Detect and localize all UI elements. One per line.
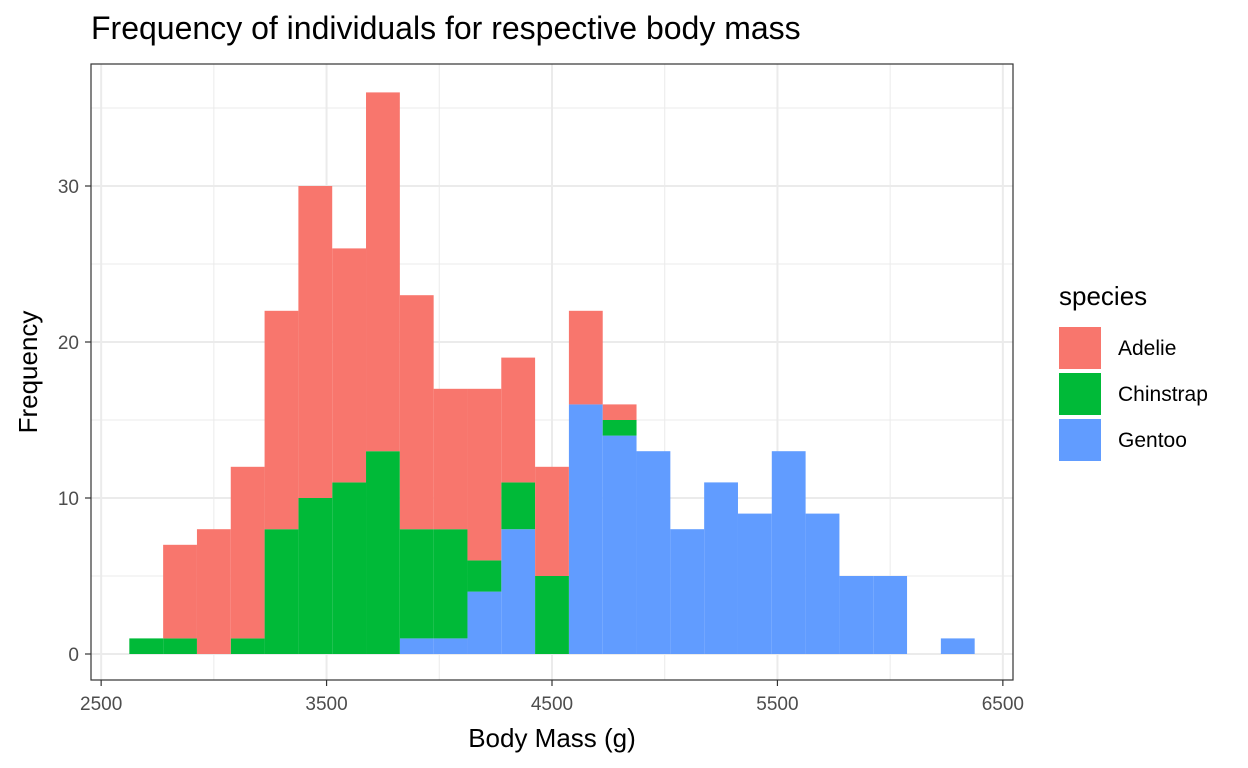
legend: species Adelie Chinstrap Gentoo xyxy=(1059,281,1208,461)
bar-chinstrap xyxy=(602,420,637,436)
bar-adelie xyxy=(399,295,434,530)
legend-label-adelie: Adelie xyxy=(1118,337,1176,360)
x-tick-label: 4500 xyxy=(531,694,573,715)
bar-chinstrap xyxy=(163,638,197,654)
bar-gentoo xyxy=(568,404,603,654)
bar-chinstrap xyxy=(366,451,400,654)
chart-title: Frequency of individuals for respective … xyxy=(91,10,801,46)
bar-adelie xyxy=(602,404,637,420)
bar-chinstrap xyxy=(433,529,468,639)
bar-adelie xyxy=(433,388,468,530)
legend-swatch-gentoo xyxy=(1059,419,1101,461)
bar-adelie xyxy=(568,310,603,405)
bar-adelie xyxy=(332,248,367,483)
bar-layer xyxy=(129,92,975,654)
bar-chinstrap xyxy=(298,498,333,654)
x-axis: 2500 3500 4500 5500 6500 xyxy=(80,680,1024,715)
bar-adelie xyxy=(501,357,536,483)
y-axis: 0 10 20 30 xyxy=(58,177,91,666)
legend-label-gentoo: Gentoo xyxy=(1118,429,1187,452)
bar-adelie xyxy=(366,92,400,452)
bar-chinstrap xyxy=(501,482,536,530)
bar-gentoo xyxy=(940,638,975,654)
x-tick-label: 3500 xyxy=(305,694,347,715)
bar-gentoo xyxy=(399,638,434,654)
x-tick-label: 5500 xyxy=(756,694,798,715)
bar-adelie xyxy=(298,186,333,498)
bar-adelie xyxy=(535,466,569,576)
y-axis-title: Frequency xyxy=(13,311,43,434)
bar-gentoo xyxy=(771,451,806,654)
bar-chinstrap xyxy=(399,529,434,639)
bar-adelie xyxy=(264,310,299,530)
bar-chinstrap xyxy=(129,638,164,654)
bar-chinstrap xyxy=(535,576,569,654)
y-tick-label: 0 xyxy=(68,645,79,666)
bar-gentoo xyxy=(737,513,772,654)
bar-adelie xyxy=(230,466,265,639)
bar-chinstrap xyxy=(264,529,299,654)
bar-gentoo xyxy=(805,513,840,654)
y-tick-label: 20 xyxy=(58,333,79,354)
x-axis-title: Body Mass (g) xyxy=(468,723,636,753)
y-tick-label: 10 xyxy=(58,489,79,510)
bar-gentoo xyxy=(636,451,671,654)
bar-gentoo xyxy=(433,638,468,654)
bar-gentoo xyxy=(602,435,637,654)
bar-adelie xyxy=(467,388,502,561)
y-tick-label: 30 xyxy=(58,177,79,198)
bar-chinstrap xyxy=(230,638,265,654)
bar-gentoo xyxy=(873,576,908,654)
legend-title: species xyxy=(1059,281,1147,311)
x-tick-label: 2500 xyxy=(80,694,122,715)
bar-chinstrap xyxy=(332,482,367,654)
bar-gentoo xyxy=(839,576,874,654)
bar-adelie xyxy=(163,544,197,639)
bar-gentoo xyxy=(467,591,502,654)
bar-gentoo xyxy=(704,482,738,654)
legend-swatch-chinstrap xyxy=(1059,373,1101,415)
bar-chinstrap xyxy=(467,560,502,592)
bar-adelie xyxy=(196,529,231,654)
legend-label-chinstrap: Chinstrap xyxy=(1118,383,1208,406)
legend-swatch-adelie xyxy=(1059,327,1101,369)
x-tick-label: 6500 xyxy=(982,694,1024,715)
bar-gentoo xyxy=(670,529,705,654)
bar-gentoo xyxy=(501,529,536,654)
